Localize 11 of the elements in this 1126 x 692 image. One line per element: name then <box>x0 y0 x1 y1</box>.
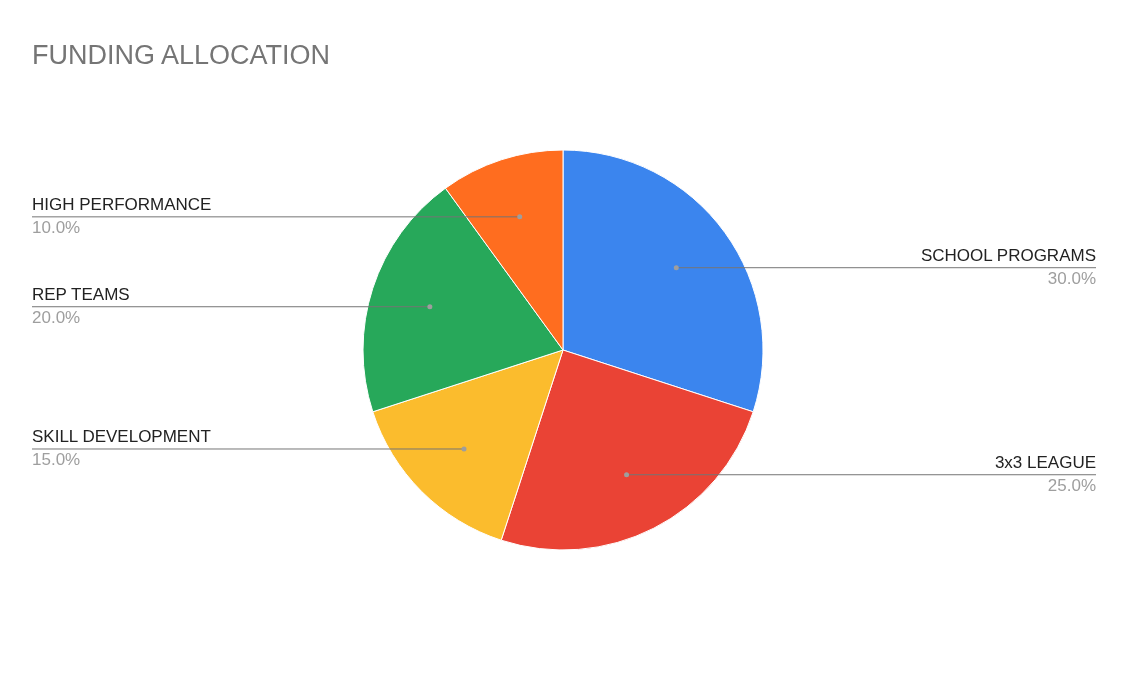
slice-label: 3x3 LEAGUE <box>994 452 1096 472</box>
data-label: 10.0% <box>32 217 81 237</box>
data-label: 25.0% <box>1047 475 1096 495</box>
data-label: 30.0% <box>1047 268 1096 288</box>
data-label: 20.0% <box>32 307 81 327</box>
slice-label: REP TEAMS <box>32 284 130 304</box>
data-label: 15.0% <box>32 449 81 469</box>
slice-label: SCHOOL PROGRAMS <box>920 245 1096 265</box>
chart-title: FUNDING ALLOCATION <box>32 40 331 70</box>
slice-label: SKILL DEVELOPMENT <box>32 426 211 446</box>
slice-label: HIGH PERFORMANCE <box>32 194 212 214</box>
